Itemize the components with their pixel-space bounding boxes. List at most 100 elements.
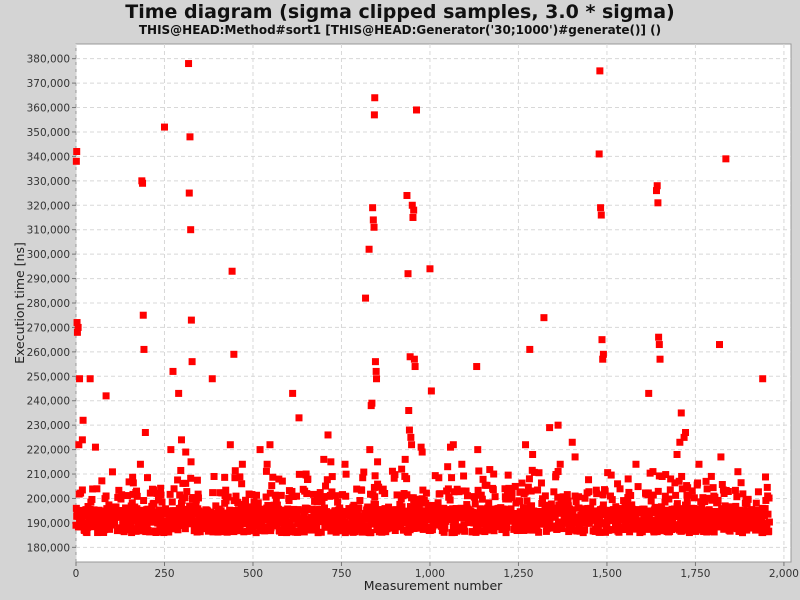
baseline-point: [129, 479, 137, 487]
baseline-point: [597, 528, 605, 536]
baseline-point: [648, 516, 656, 524]
baseline-point: [342, 470, 350, 478]
baseline-point: [694, 479, 702, 487]
data-point: [369, 216, 377, 224]
data-point: [362, 294, 370, 302]
baseline-point: [266, 489, 274, 497]
baseline-point: [524, 483, 532, 491]
baseline-point: [269, 473, 277, 481]
baseline-point: [626, 528, 634, 536]
baseline-point: [601, 487, 609, 495]
baseline-point: [211, 515, 219, 523]
baseline-point: [273, 501, 281, 509]
baseline-point: [765, 494, 773, 502]
data-point: [167, 446, 175, 454]
data-point: [324, 431, 332, 439]
baseline-point: [106, 525, 114, 533]
y-tick-label: 200,000: [27, 493, 70, 505]
baseline-point: [572, 498, 580, 506]
data-point: [411, 363, 419, 371]
baseline-point: [661, 492, 669, 500]
baseline-point: [575, 493, 583, 501]
baseline-point: [685, 529, 693, 537]
baseline-point: [675, 477, 683, 485]
baseline-point: [299, 517, 307, 525]
baseline-point: [194, 490, 202, 498]
data-point: [408, 441, 416, 449]
baseline-point: [371, 472, 379, 480]
baseline-point: [657, 521, 665, 529]
baseline-point: [462, 487, 470, 495]
baseline-point: [663, 511, 671, 519]
data-point: [599, 355, 607, 363]
baseline-point: [350, 501, 358, 509]
data-point: [73, 148, 81, 156]
baseline-point: [111, 519, 119, 527]
baseline-point: [730, 512, 738, 520]
baseline-point: [557, 500, 565, 508]
baseline-point: [632, 514, 640, 522]
baseline-point: [112, 503, 120, 511]
baseline-point: [320, 504, 328, 512]
baseline-point: [277, 491, 285, 499]
baseline-point: [721, 502, 729, 510]
data-point: [78, 436, 86, 444]
baseline-point: [158, 498, 166, 506]
baseline-point: [522, 514, 530, 522]
data-point: [444, 463, 452, 471]
baseline-point: [367, 529, 375, 537]
data-point: [76, 375, 84, 383]
data-point: [571, 453, 579, 461]
baseline-point: [328, 488, 336, 496]
baseline-point: [627, 492, 635, 500]
baseline-point: [337, 519, 345, 527]
baseline-point: [406, 503, 414, 511]
y-tick-label: 210,000: [27, 469, 70, 481]
baseline-point: [193, 476, 201, 484]
baseline-point: [569, 507, 577, 515]
baseline-point: [146, 528, 154, 536]
baseline-point: [192, 522, 200, 530]
data-point: [341, 460, 349, 468]
baseline-point: [620, 497, 628, 505]
baseline-point: [559, 493, 567, 501]
baseline-point: [236, 524, 244, 532]
baseline-point: [444, 485, 452, 493]
y-tick-label: 180,000: [27, 542, 70, 554]
baseline-point: [353, 485, 361, 493]
baseline-point: [743, 500, 751, 508]
baseline-point: [593, 490, 601, 498]
baseline-point: [133, 487, 141, 495]
baseline-point: [452, 505, 460, 513]
data-point: [653, 182, 661, 190]
baseline-point: [268, 482, 276, 490]
chart-title: Time diagram (sigma clipped samples, 3.0…: [125, 1, 675, 23]
baseline-point: [534, 486, 542, 494]
data-point: [369, 204, 377, 212]
baseline-point: [238, 500, 246, 508]
baseline-point: [550, 488, 558, 496]
data-point: [398, 465, 406, 473]
baseline-point: [348, 519, 356, 527]
baseline-point: [608, 517, 616, 525]
data-point: [73, 328, 81, 336]
y-axis-ticks: 180,000 190,000 200,000 210,000 220,000 230,0…: [27, 54, 76, 554]
data-point: [667, 475, 675, 483]
x-tick-label: 250: [154, 568, 174, 580]
baseline-point: [238, 480, 246, 488]
baseline-point: [684, 484, 692, 492]
y-tick-label: 360,000: [27, 103, 70, 115]
baseline-point: [542, 505, 550, 513]
baseline-point: [634, 483, 642, 491]
x-tick-label: 750: [331, 568, 351, 580]
baseline-point: [764, 510, 772, 518]
baseline-band: [72, 466, 773, 537]
baseline-point: [105, 501, 113, 509]
baseline-point: [581, 494, 589, 502]
x-tick-label: 0: [73, 568, 80, 580]
data-point: [405, 426, 413, 434]
baseline-point: [316, 505, 324, 513]
baseline-point: [765, 527, 773, 535]
baseline-point: [391, 471, 399, 479]
baseline-point: [360, 468, 368, 476]
